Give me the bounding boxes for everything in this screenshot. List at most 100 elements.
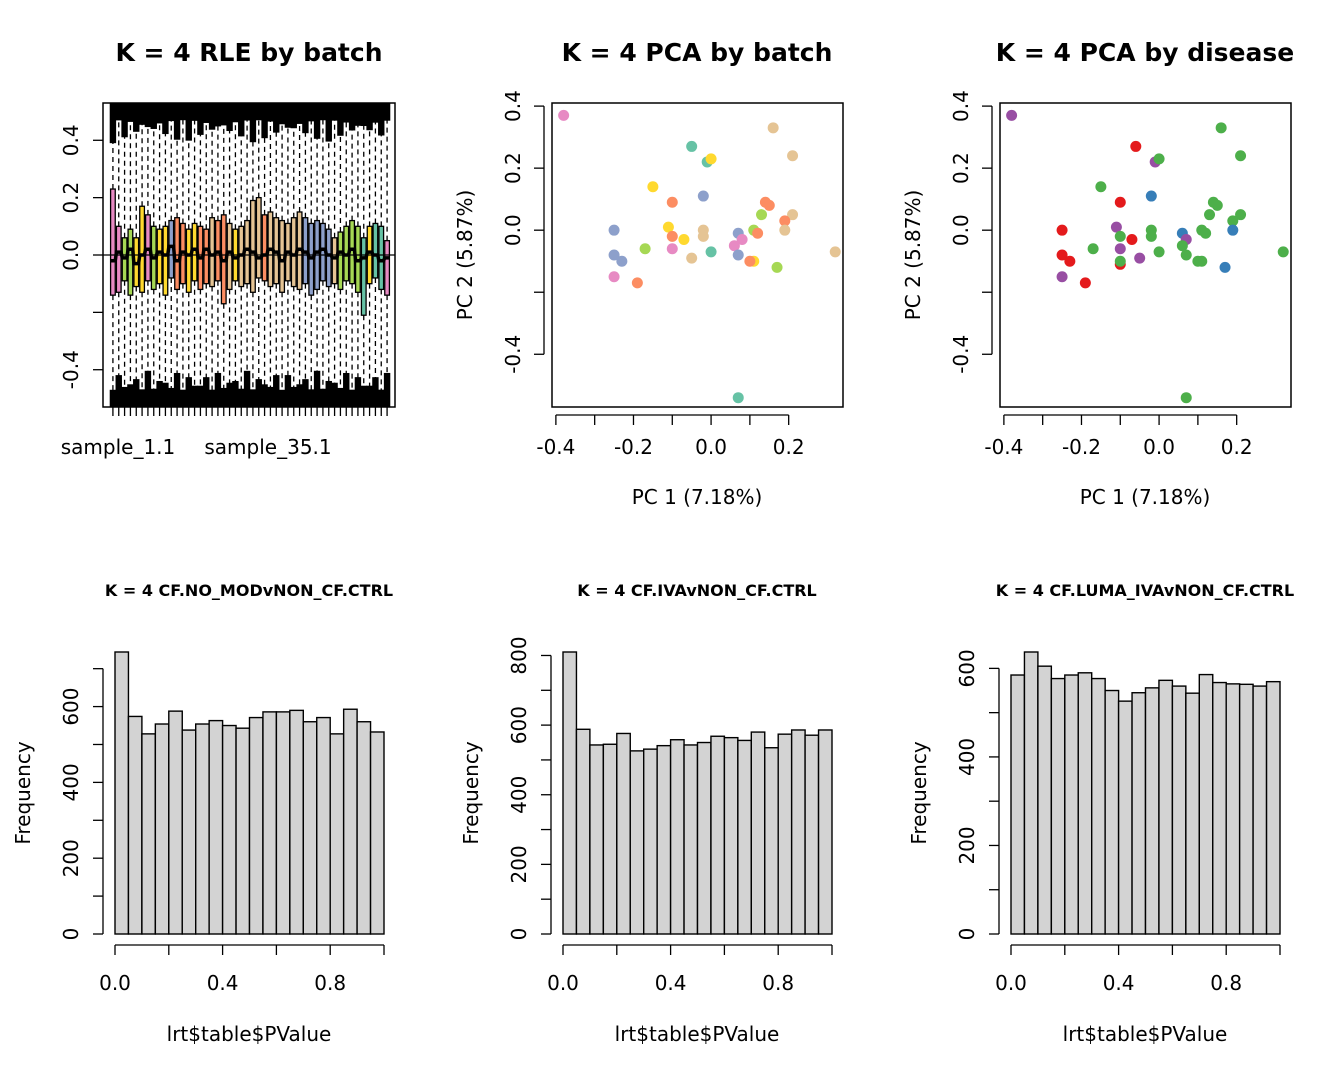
rle-outliers-top [325,103,332,142]
histogram-ytick-label: 0 [507,928,531,941]
histogram-bar [1265,680,1281,935]
pca-point [608,249,620,261]
pca-ytick-label: 0.2 [501,152,525,184]
histogram-bar [302,721,318,935]
histogram-bar [1144,687,1160,935]
pca-xtick-label: 0.0 [695,435,727,459]
rle-outliers-bottom [121,386,128,407]
histogram-bar [208,719,224,935]
histogram-bar [235,727,251,935]
histogram-ytick-label: 200 [59,839,83,877]
pca-ytick-label: -0.4 [501,335,525,374]
pca-point [678,233,690,245]
histogram-bar [262,711,278,935]
pca-point [616,255,628,267]
pca-point [697,190,709,202]
histogram-bar [710,735,726,935]
pca-ytick-label: 0.4 [949,90,973,122]
histogram-bar [1037,665,1053,935]
pca-point [779,224,791,236]
rle-outliers-top [296,103,303,124]
rle-box [249,199,256,293]
rle-outliers-bottom [232,380,239,407]
pca-point [1204,209,1216,221]
histogram-bar [804,734,820,935]
pca-title: K = 4 PCA by batch [562,38,833,67]
histogram-bar [114,651,130,935]
histogram-bar [1117,700,1133,935]
histogram-bar [1090,677,1106,935]
pca-point [728,240,740,252]
histogram-xtick-label: 0.8 [1210,971,1242,995]
histogram-bar [575,728,591,935]
rle-outliers-top [214,103,222,127]
histogram-bar [248,716,264,935]
pca-point [1153,246,1165,258]
pvalue-histogram-panel-3: K = 4 CF.LUMA_IVAvNON_CF.CTRL 0.0 0.4 0.8 0 2… [907,581,1294,1046]
pca-point [666,230,678,242]
histogram-title: K = 4 CF.IVAvNON_CF.CTRL [577,581,817,600]
rle-outliers-bottom [348,389,356,407]
rle-outliers-bottom [372,377,379,407]
pca-xtick-label: 0.2 [1221,435,1253,459]
rle-outliers-top [173,103,181,140]
histogram-ylabel: Frequency [907,741,931,844]
pca-point [779,215,791,227]
rle-outliers-bottom [179,389,187,407]
pca-point [732,392,744,404]
rle-xtick-label: sample_1.1 [61,435,176,459]
rle-outliers-bottom [138,389,146,407]
pca-ytick-label: -0.4 [949,335,973,374]
pca-point [736,233,748,245]
pca-point [1079,277,1091,289]
histogram-bar [656,744,672,935]
pca-ytick-label: 0.0 [501,214,525,246]
histogram-bar [669,739,685,935]
pca-title: K = 4 PCA by disease [996,38,1294,67]
histogram-bar [194,723,210,935]
histogram-bar [696,741,712,935]
histogram-bar [629,750,645,935]
rle-outliers-top [203,103,210,123]
pca-point [666,243,678,255]
pca-xtick-label: 0.0 [1143,435,1175,459]
pca-point [1145,190,1157,202]
histogram-ytick-label: 200 [507,845,531,883]
histogram-xtick-label: 0.0 [99,971,131,995]
pca-point [1235,209,1247,221]
rle-outliers-top [226,103,233,132]
pca-point [608,224,620,236]
histogram-bar [1023,651,1039,935]
pca-point [767,122,779,134]
pca-point [1211,199,1223,211]
pca-point [732,249,744,261]
pca-point [558,109,570,121]
histogram-title: K = 4 CF.LUMA_IVAvNON_CF.CTRL [996,581,1294,600]
histogram-bar [316,716,331,935]
histogram-bar [181,729,197,935]
histogram-xtick-label: 0.8 [762,971,794,995]
histogram-bar [683,744,699,935]
pca-point [752,227,764,239]
rle-outliers-bottom [249,389,257,407]
pca-point [1114,230,1126,242]
histogram-bar [1212,681,1227,935]
histogram-title: K = 4 CF.NO_MODvNON_CF.CTRL [105,581,393,600]
rle-outliers-bottom [273,375,280,407]
pca-point [1134,252,1146,264]
histogram-bar [1064,674,1079,935]
pca-xtick-label: -0.2 [614,435,653,459]
pca-point [1153,153,1165,165]
pca-xtick-label: -0.2 [1062,435,1101,459]
histogram-bar [154,723,170,935]
pca-point [1227,224,1239,236]
pca-point [1064,255,1076,267]
rle-outliers-bottom [325,380,332,407]
pca-point [1087,243,1099,255]
rle-outliers-top [185,103,192,141]
histogram-bar [1238,683,1254,935]
histogram-ytick-label: 400 [59,763,83,801]
pca-point [631,277,643,289]
pca-xlabel: PC 1 (7.18%) [1080,485,1211,509]
